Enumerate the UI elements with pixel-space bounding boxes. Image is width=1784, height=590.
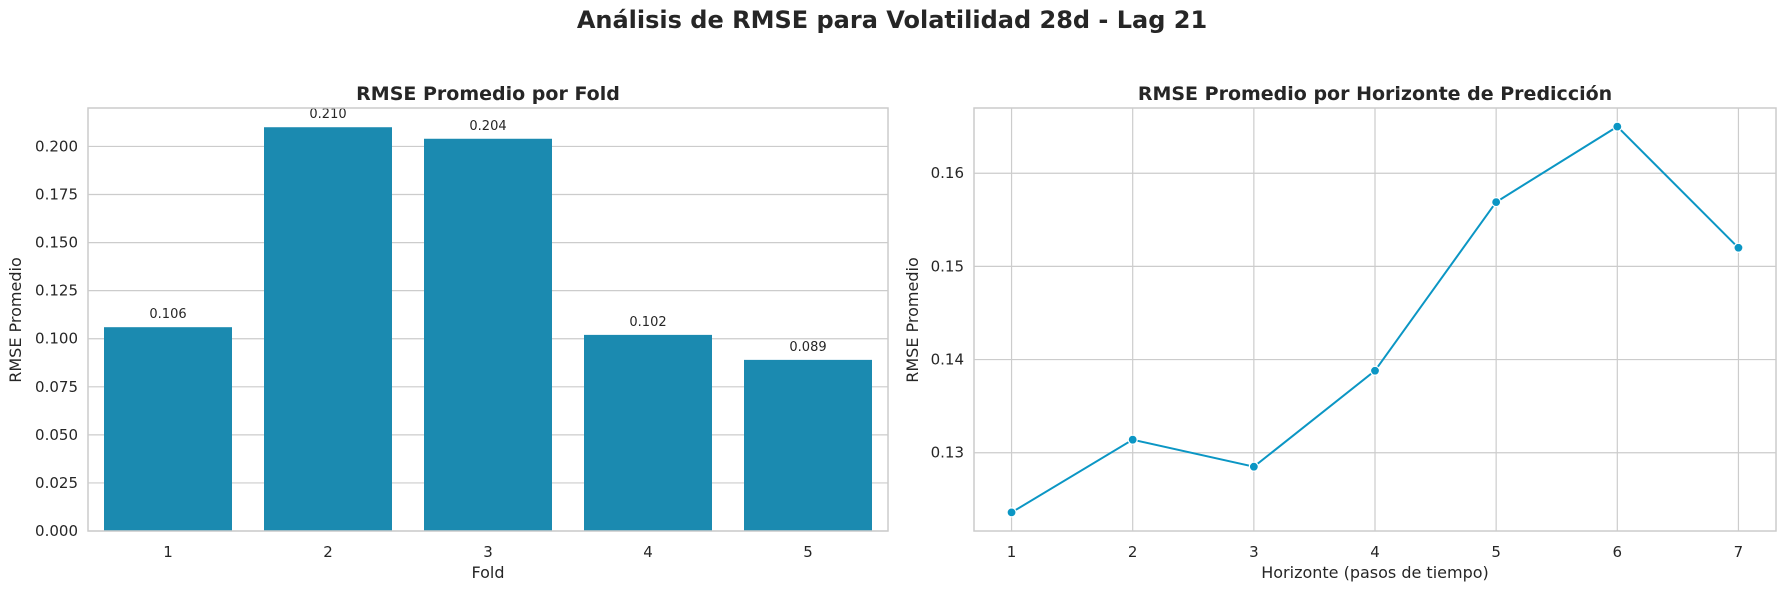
right-x-axis-label: Horizonte (pasos de tiempo) (1261, 563, 1489, 582)
right-plot-frame (973, 107, 1777, 532)
right-x-tick-label: 4 (1370, 543, 1380, 561)
left-x-tick-label: 3 (483, 543, 493, 561)
rmse-point-h4 (1369, 365, 1381, 376)
left-y-tick-label: 0.050 (35, 426, 78, 444)
line-chart-rmse-by-horizon: RMSE Promedio por Horizonte de Predicció… (903, 83, 1777, 582)
bar-fold-3 (424, 138, 552, 531)
left-x-tick-label: 2 (323, 543, 333, 561)
left-y-tick-label: 0.025 (35, 474, 78, 492)
right-x-tick-label: 3 (1249, 543, 1259, 561)
left-x-tick-label: 5 (803, 543, 813, 561)
right-chart-title: RMSE Promedio por Horizonte de Predicció… (1138, 83, 1612, 105)
left-y-tick-label: 0.175 (35, 186, 78, 204)
bar-value-label: 0.102 (629, 315, 666, 330)
left-y-tick-label: 0.000 (35, 522, 78, 540)
left-y-axis-label: RMSE Promedio (6, 257, 25, 382)
right-y-tick-label: 0.13 (931, 444, 964, 462)
rmse-point-h3 (1248, 461, 1259, 472)
bar-value-label: 0.204 (469, 119, 506, 134)
bar-fold-1 (104, 327, 232, 531)
bar-value-label: 0.106 (149, 307, 186, 322)
bar-fold-2 (264, 127, 392, 532)
rmse-point-h1 (1006, 507, 1017, 518)
left-chart-title: RMSE Promedio por Fold (356, 83, 620, 105)
left-y-tick-label: 0.150 (35, 234, 78, 252)
right-y-tick-label: 0.16 (931, 164, 964, 182)
rmse-point-h2 (1127, 434, 1138, 445)
right-y-axis-label: RMSE Promedio (903, 257, 922, 382)
left-y-tick-label: 0.075 (35, 378, 78, 396)
left-y-tick-label: 0.100 (35, 330, 78, 348)
rmse-point-h6 (1612, 121, 1623, 132)
left-x-tick-label: 4 (643, 543, 653, 561)
rmse-point-h5 (1491, 197, 1502, 208)
left-plot-frame (87, 107, 889, 532)
bar-value-label: 0.089 (789, 340, 826, 355)
left-x-axis-label: Fold (471, 563, 504, 582)
right-x-tick-label: 2 (1128, 543, 1138, 561)
right-x-tick-label: 6 (1613, 543, 1623, 561)
right-x-tick-label: 5 (1491, 543, 1501, 561)
bar-value-label: 0.210 (309, 107, 346, 122)
right-y-tick-label: 0.14 (931, 351, 964, 369)
bar-fold-5 (744, 359, 872, 531)
figure-title: Análisis de RMSE para Volatilidad 28d - … (576, 6, 1208, 34)
left-y-tick-label: 0.125 (35, 282, 78, 300)
rmse-point-h7 (1733, 242, 1744, 253)
right-y-tick-label: 0.15 (931, 257, 964, 275)
bar-fold-4 (584, 334, 712, 531)
bar-chart-rmse-by-fold: RMSE Promedio por Fold 0.106 0.210 0.204 0.… (6, 83, 889, 582)
left-y-tick-label: 0.200 (35, 137, 78, 155)
right-x-tick-label: 1 (1007, 543, 1017, 561)
right-x-tick-label: 7 (1734, 543, 1744, 561)
left-x-tick-label: 1 (163, 543, 173, 561)
